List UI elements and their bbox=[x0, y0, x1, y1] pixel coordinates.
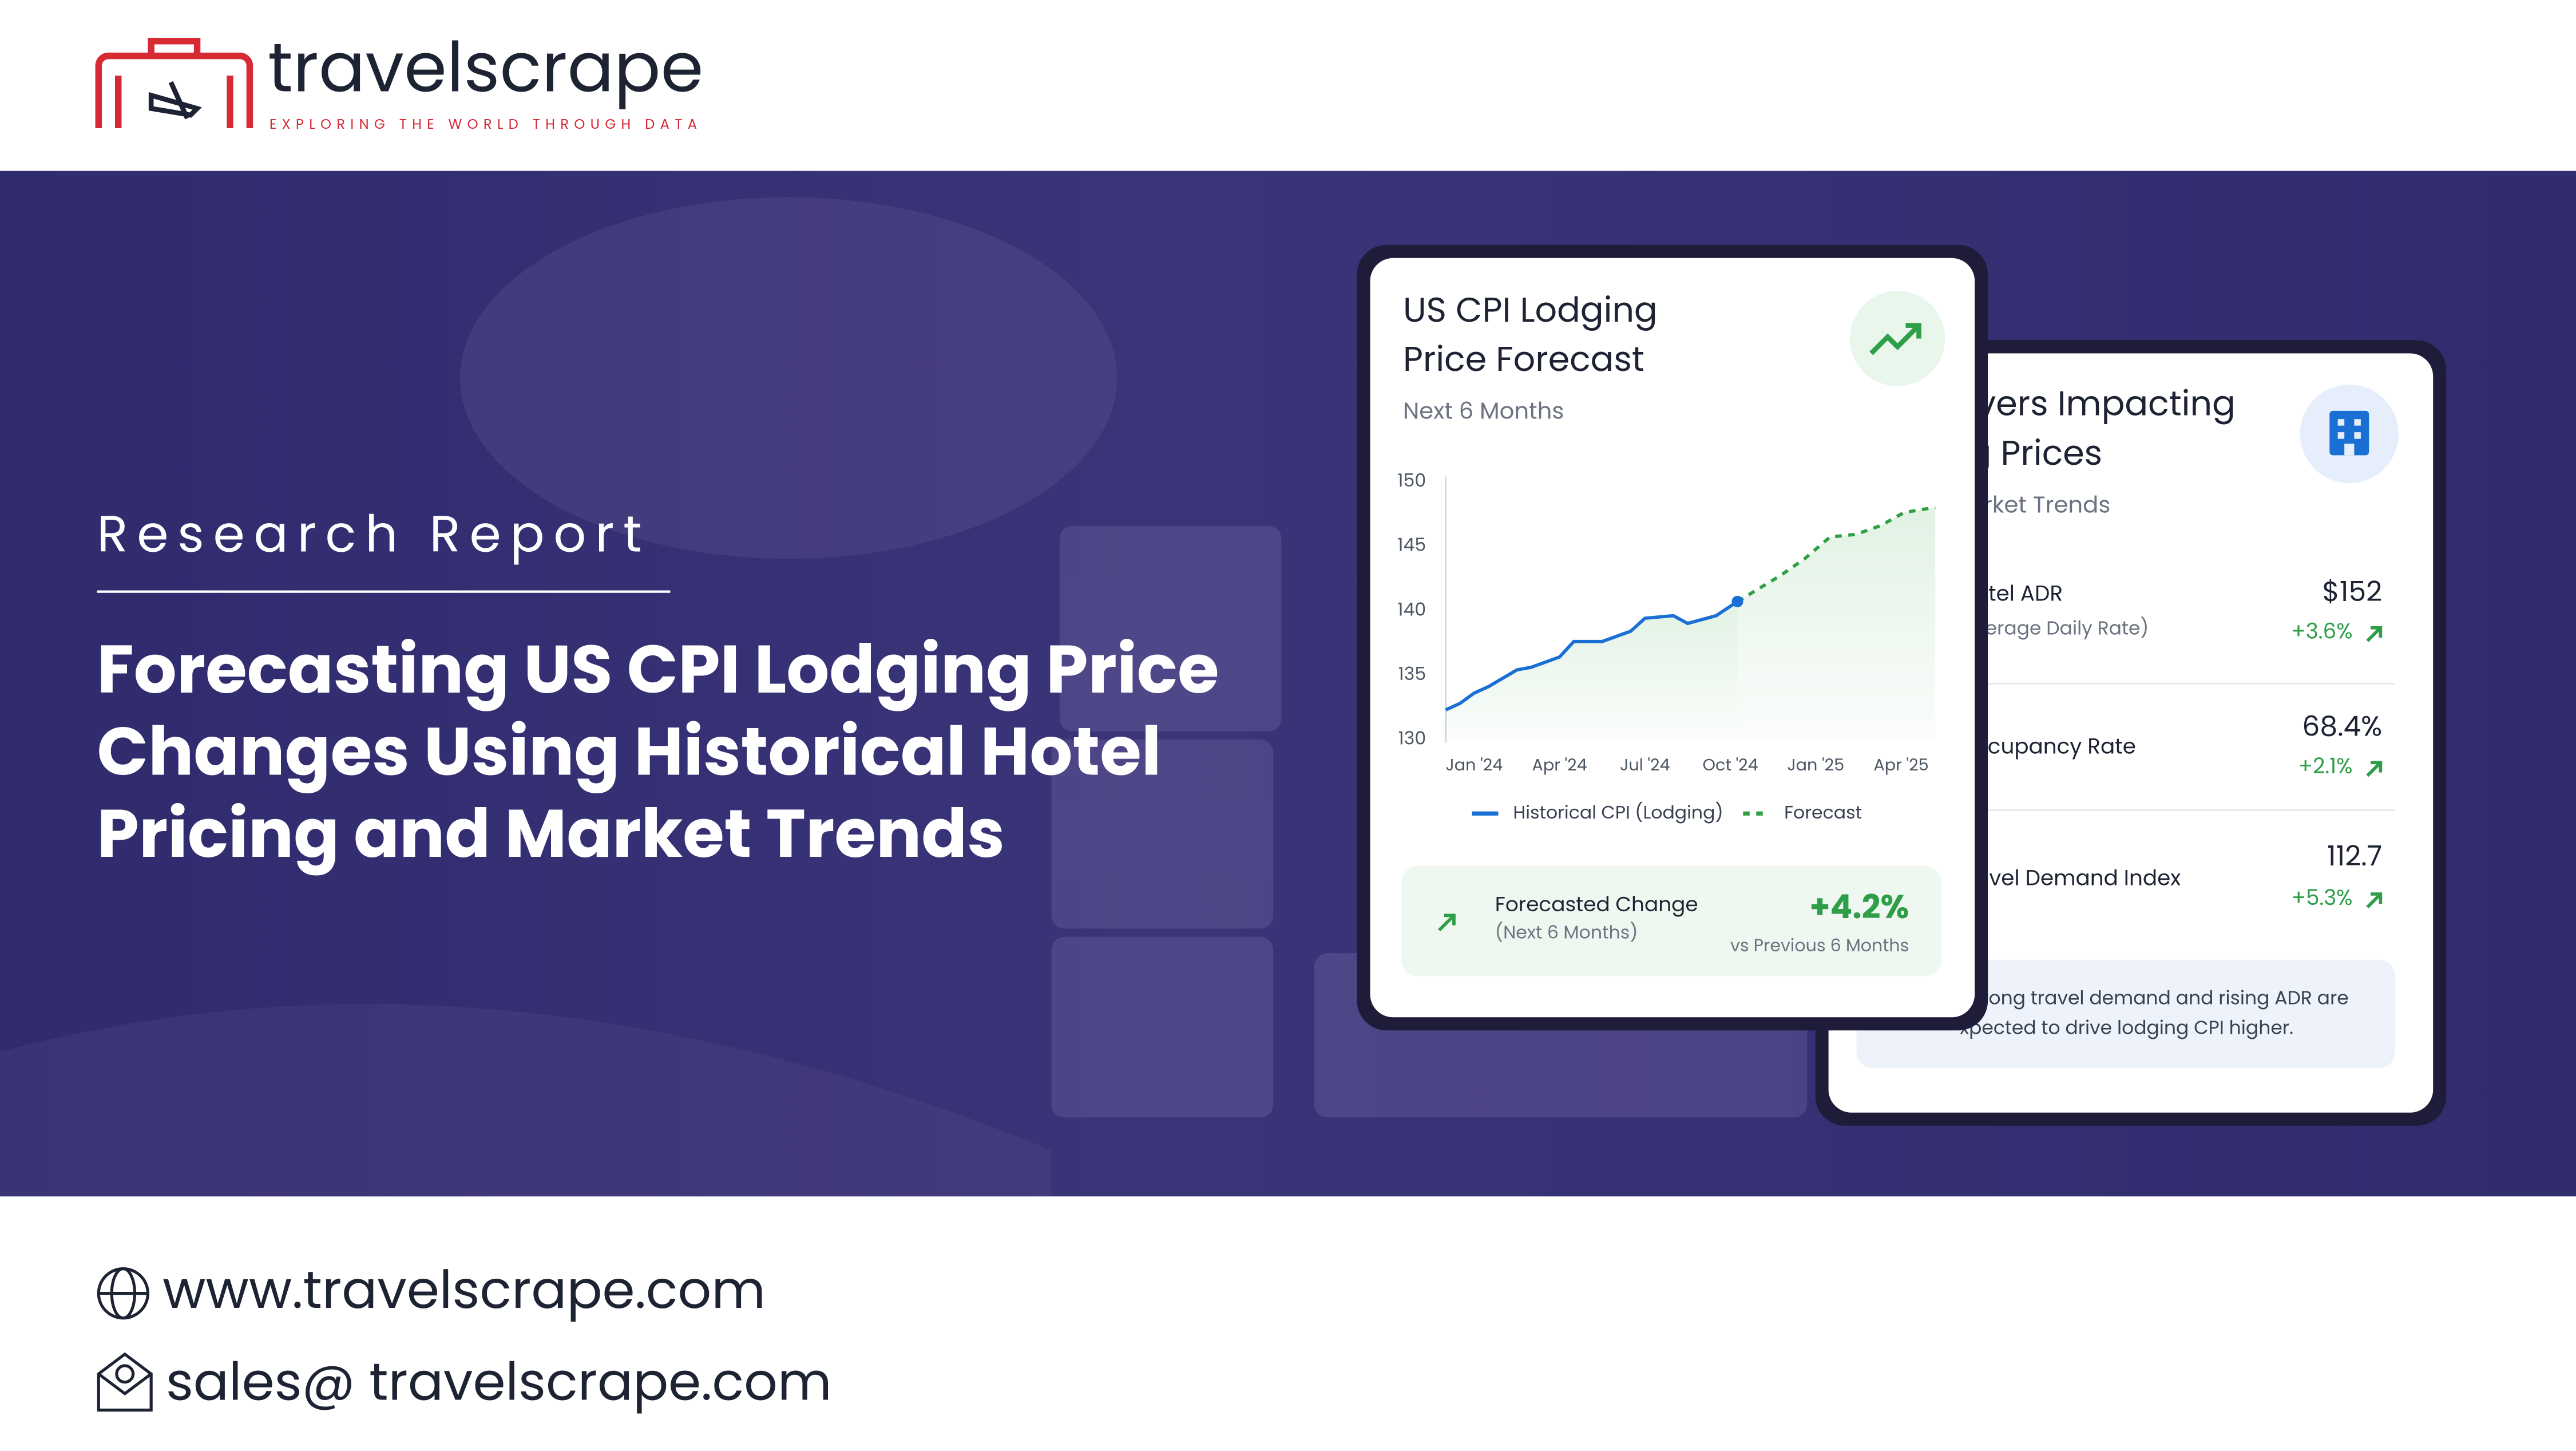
y-tick-label: 130 bbox=[1398, 726, 1426, 752]
trend-glyph bbox=[1869, 323, 1921, 355]
y-tick-label: 150 bbox=[1397, 468, 1426, 493]
up-arrows bbox=[2366, 626, 2383, 908]
area bbox=[1445, 601, 1738, 740]
driver-change: +2.1% bbox=[2298, 752, 2352, 781]
note-box bbox=[1856, 959, 2396, 1069]
card-subtitle: arket Trends bbox=[1968, 489, 2111, 521]
mail-icon bbox=[97, 1352, 153, 1412]
hero-title: Pricing and Market Trends bbox=[97, 786, 1005, 881]
x-tick-label: Jan '25 bbox=[1787, 754, 1844, 777]
card-title: g Prices bbox=[1968, 429, 2103, 477]
driver-label: avel Demand Index bbox=[1975, 863, 2181, 893]
x-tick-label: Apr '24 bbox=[1532, 754, 1587, 777]
note-text: trong travel demand and rising ADR are bbox=[1975, 985, 2349, 1011]
change-note: vs Previous 6 Months bbox=[1730, 933, 1909, 958]
change-period: (Next 6 Months) bbox=[1495, 920, 1638, 946]
driver-label: otel ADR bbox=[1975, 579, 2063, 609]
x-tick-label: Apr '25 bbox=[1873, 754, 1928, 777]
website: www.travelscrape.com bbox=[163, 1254, 766, 1327]
globe-icon bbox=[97, 1267, 149, 1320]
change-title: Forecasted Change bbox=[1495, 889, 1698, 919]
kicker: Research Report bbox=[97, 499, 651, 570]
change-arrow bbox=[1438, 914, 1456, 932]
building-glyph bbox=[2329, 410, 2369, 456]
x-tick-label: Oct '24 bbox=[1702, 754, 1758, 777]
y-tick-label: 135 bbox=[1398, 662, 1426, 687]
change-value: +4.2% bbox=[1809, 884, 1909, 930]
card-title: ivers Impacting bbox=[1968, 380, 2236, 428]
x-tick-label: Jan '24 bbox=[1445, 754, 1503, 777]
email: sales@ travelscrape.com bbox=[166, 1346, 832, 1419]
card-title: US CPI Lodging bbox=[1403, 286, 1658, 334]
brand: travelscrape bbox=[268, 19, 703, 116]
card-subtitle: Next 6 Months bbox=[1403, 396, 1564, 428]
last-point bbox=[1731, 595, 1743, 607]
y-tick-label: 140 bbox=[1397, 597, 1426, 622]
driver-value: 112.7 bbox=[2327, 837, 2382, 876]
driver-value: $152 bbox=[2323, 572, 2383, 611]
legend-label: Forecast bbox=[1784, 800, 1862, 825]
x-tick-label: Jul '24 bbox=[1620, 754, 1670, 777]
chart: 130 135 140 145 150 Jan '24 Apr '24 Jul '24 Oct … bbox=[1397, 468, 1936, 777]
card-title: Price Forecast bbox=[1403, 335, 1644, 383]
driver-change: +3.6% bbox=[2291, 617, 2352, 647]
hero-title: Forecasting US CPI Lodging Price bbox=[97, 622, 1219, 717]
trend-icon bbox=[1849, 291, 1945, 386]
driver-sublabel: verage Daily Rate) bbox=[1975, 615, 2149, 642]
area bbox=[1737, 507, 1936, 740]
series-line bbox=[1445, 600, 1739, 711]
hero-title: Changes Using Historical Hotel bbox=[97, 705, 1161, 799]
driver-change: +5.3% bbox=[2291, 883, 2352, 913]
header bbox=[0, 0, 2576, 171]
logo-icon bbox=[95, 38, 253, 128]
tagline: EXPLORING THE WORLD THROUGH DATA bbox=[270, 114, 702, 134]
legend-label: Historical CPI (Lodging) bbox=[1513, 800, 1723, 825]
driver-value: 68.4% bbox=[2302, 707, 2382, 746]
driver-label: ccupancy Rate bbox=[1975, 732, 2136, 762]
note-text: xpected to drive lodging CPI higher. bbox=[1960, 1014, 2293, 1041]
hero-backdrop bbox=[0, 197, 1808, 1197]
change-box bbox=[1401, 866, 1942, 976]
y-tick-label: 145 bbox=[1397, 533, 1426, 558]
